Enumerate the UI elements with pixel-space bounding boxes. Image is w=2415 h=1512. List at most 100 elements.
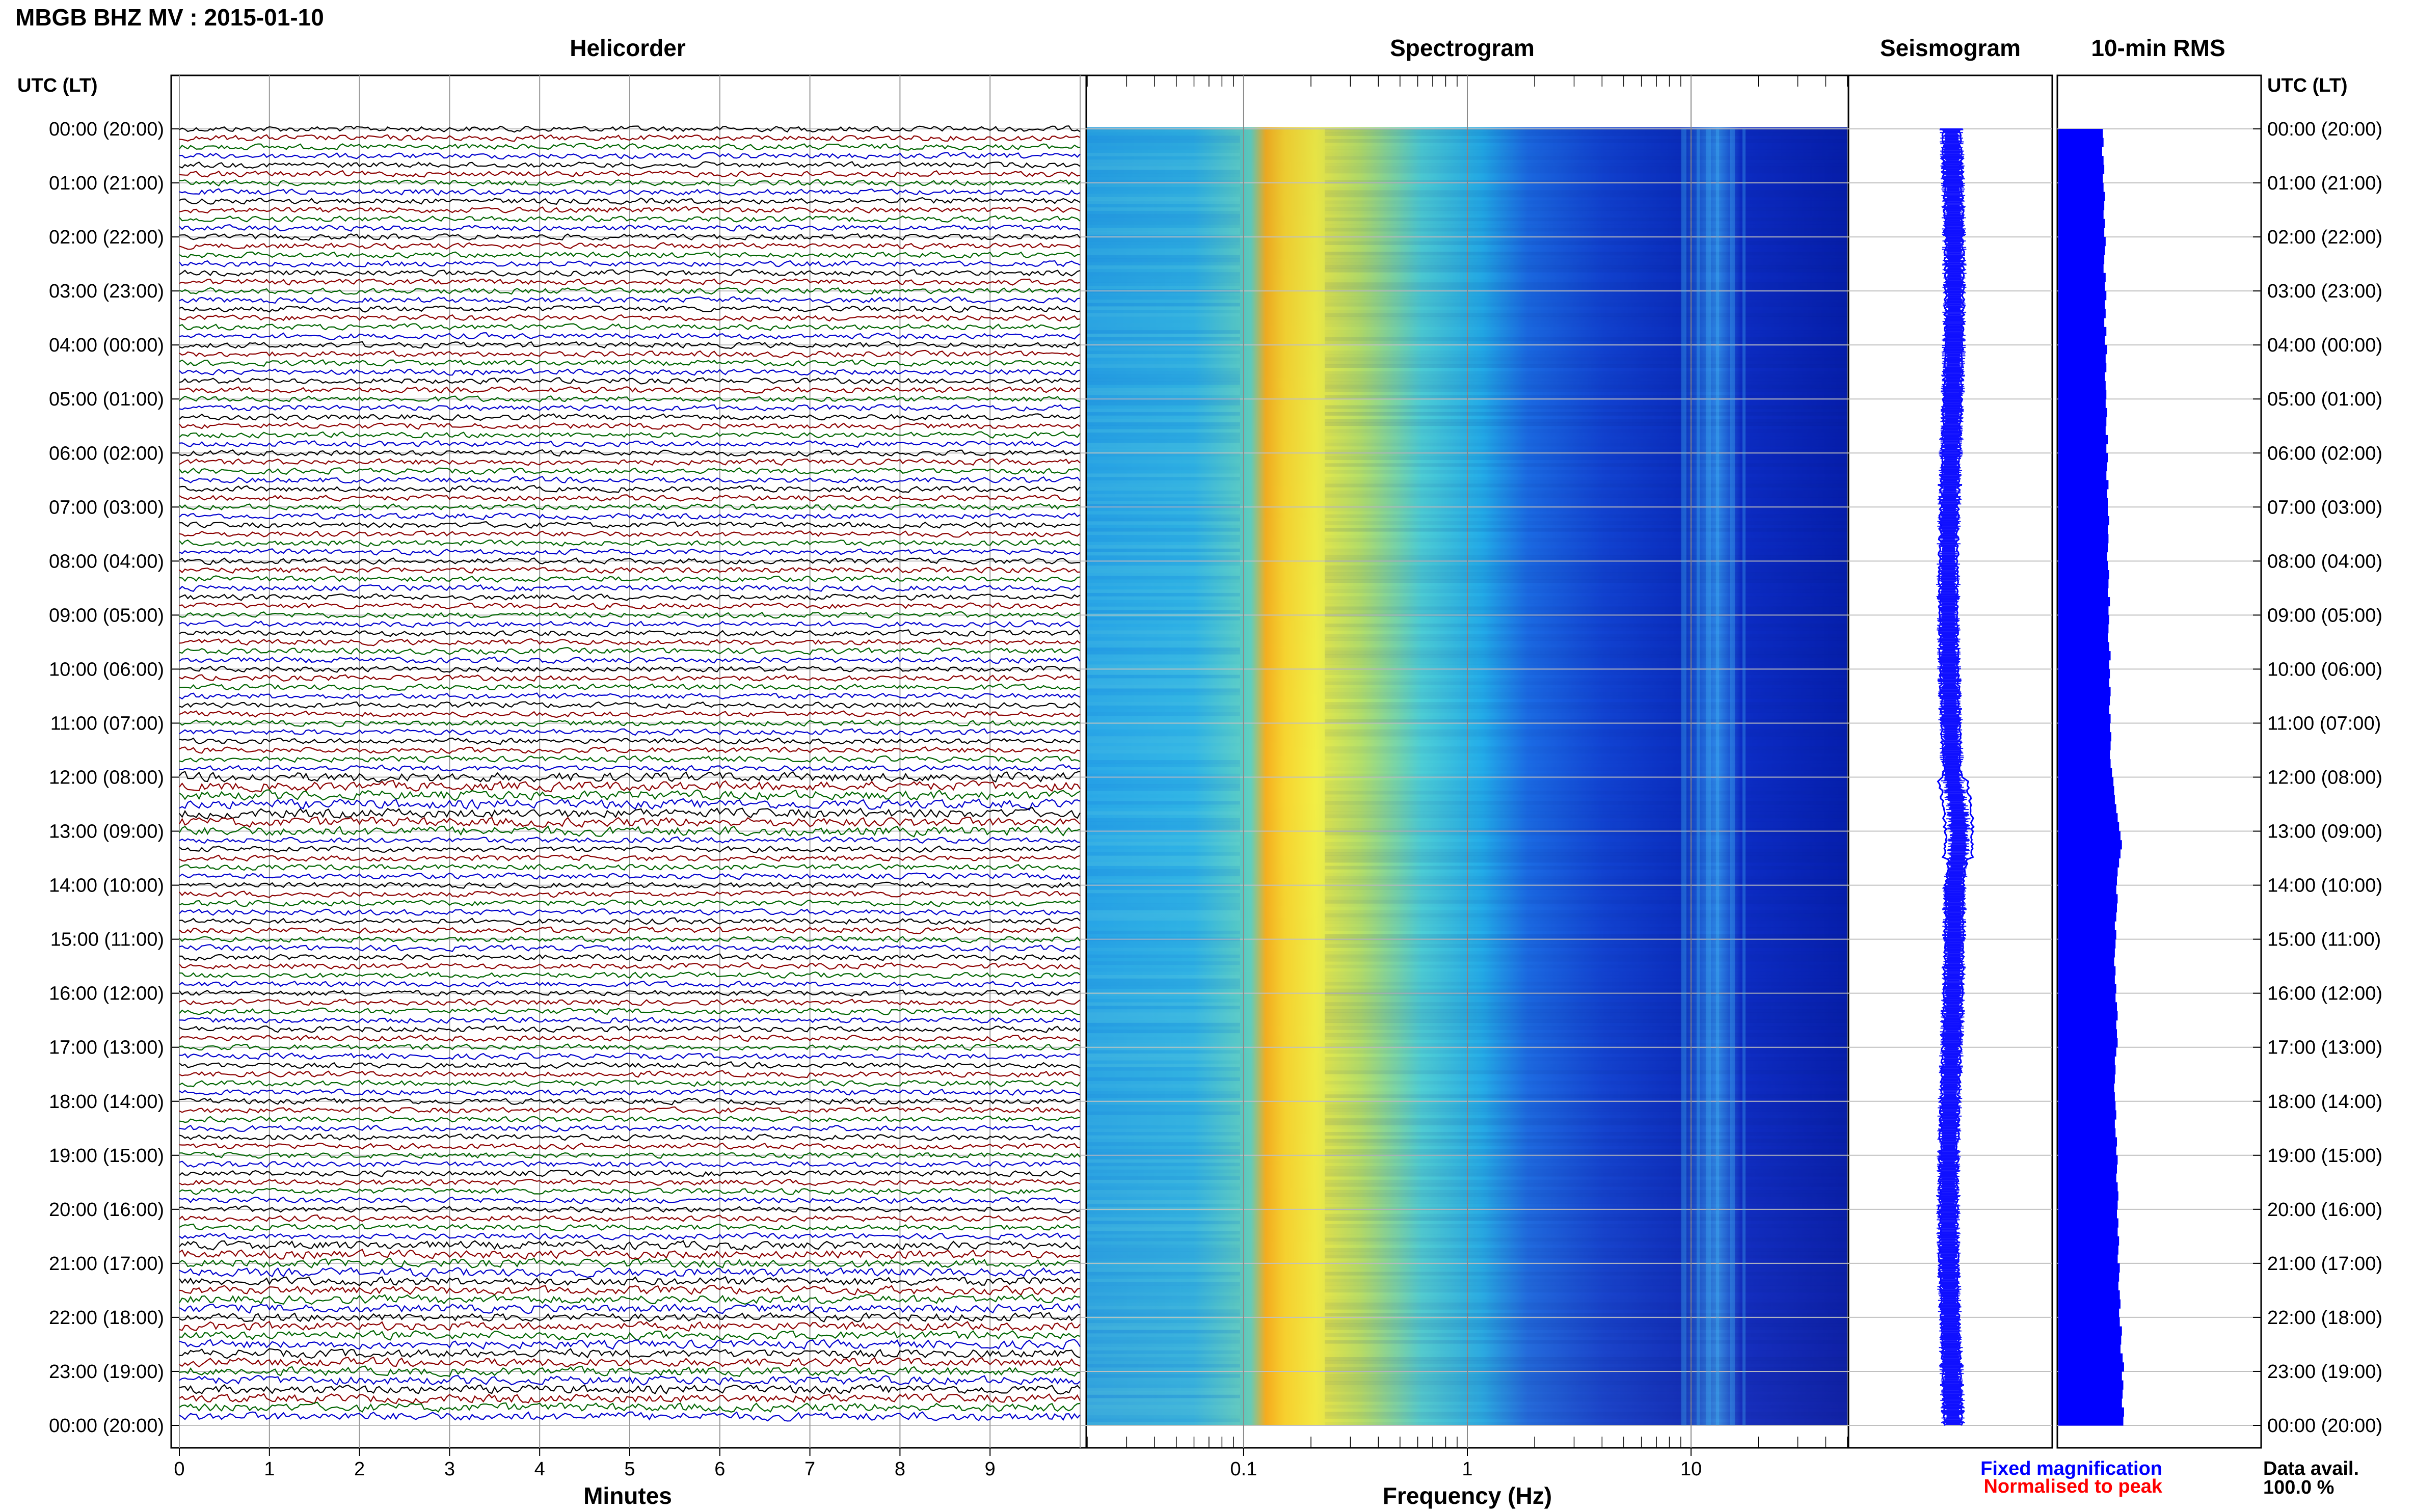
helicorder-trace [179,638,1081,646]
spectrogram-stripe [1087,1135,1240,1139]
rms-bar [2058,561,2108,571]
spectrogram-stripe [1087,784,1240,788]
helicorder-trace [179,1312,1081,1322]
spectrogram-stripe [1087,501,1240,505]
spectrogram-stripe [1325,644,1847,647]
rms-bar [2058,1083,2114,1093]
spectrogram-stripe [1087,1125,1240,1129]
helicorder-trace [179,998,1081,1006]
spectrogram-stripe [1087,1070,1240,1074]
spectrogram-stripe [1325,1275,1847,1279]
spectrogram-stripe [1325,521,1847,525]
rms-bar [2058,777,2114,787]
spectrogram-stripe [1325,1333,1847,1337]
spectrogram-stripe [1325,658,1847,662]
rms-bar [2058,174,2103,183]
spectrogram-stripe [1325,576,1847,580]
spectrogram-stripe [1087,463,1240,467]
helicorder-trace [179,935,1081,943]
spectrogram-stripe [1087,821,1240,825]
rms-bar [2058,1065,2116,1075]
minutes-tick-label: 8 [895,1459,905,1480]
seismogram-trace [1936,128,1975,1426]
spectrogram-stripe [1087,1337,1240,1340]
spectrogram-stripe [1325,749,1847,753]
spectrogram-stripe [1087,1163,1240,1167]
spectrogram-stripe [1087,921,1240,924]
helicorder-trace [179,602,1081,610]
spectrogram-stripe [1087,1245,1240,1248]
spectrogram-stripe [1325,221,1847,225]
spectrogram-stripe [1325,920,1847,924]
helicorder-trace [179,770,1081,783]
rms-bar [2058,1236,2119,1246]
helicorder-trace [179,710,1081,718]
spectrogram-stripe [1325,998,1847,1003]
spectrogram-stripe [1087,477,1240,481]
spectrogram-stripe [1325,381,1847,385]
spectrogram-stripe [1325,1067,1847,1071]
rms-bar [2058,1227,2118,1237]
helicorder-trace [179,305,1081,313]
spectrogram-stripe [1325,852,1847,856]
spectrogram-stripe [1087,180,1240,184]
spectrogram-stripe [1325,937,1847,941]
spectrogram-stripe [1087,1186,1240,1191]
spectrogram-stripe [1325,187,1847,191]
rms-bar [2058,813,2118,823]
spectrogram-stripe [1087,358,1240,361]
spectrogram-title: Spectrogram [1390,35,1535,61]
spectrogram-stripe [1087,1415,1240,1419]
spectrogram-stripe [1325,443,1847,447]
minutes-tick-label: 1 [264,1459,275,1480]
spectrogram-stripe [1087,545,1240,549]
rms-bar [2058,498,2108,507]
spectrogram-stripe [1325,753,1847,757]
helicorder-trace [179,1374,1081,1386]
spectrogram-stripe [1325,1006,1847,1010]
time-label-right: 07:00 (03:00) [2267,497,2382,518]
spectrogram-stripe [1325,572,1847,576]
spectrogram-stripe [1087,429,1240,433]
helicorder-trace [179,1267,1081,1278]
spectrogram-stripe [1325,606,1847,610]
spectrogram-stripe [1325,542,1847,545]
spectrogram-stripe [1325,740,1847,743]
helicorder-trace [179,548,1081,556]
helicorder-trace [179,332,1081,340]
helicorder-trace [179,404,1081,412]
spectrogram-stripe [1325,640,1847,644]
rms-bar [2058,1038,2118,1048]
rms-bar [2058,903,2117,913]
spectrogram-stripe [1325,1166,1847,1170]
spectrogram-stripe [1325,685,1847,689]
spectrogram-band [1742,129,1746,1425]
spectrogram-stripe [1325,736,1847,740]
spectrogram-stripe [1325,412,1847,416]
spectrogram-stripe [1325,1391,1847,1395]
spectrogram-stripe [1087,948,1240,952]
spectrogram-stripe [1087,480,1240,484]
spectrogram-stripe [1325,1405,1847,1409]
spectrogram-stripe [1087,555,1240,559]
spectrogram-stripe [1325,1419,1847,1422]
helicorder-trace [179,422,1081,430]
spectrogram-stripe [1087,176,1240,180]
helicorder-trace [179,1116,1081,1123]
spectrogram-stripe [1325,617,1847,620]
spectrogram-stripe [1087,1019,1240,1023]
spectrogram-stripe [1087,1371,1240,1374]
spectrogram-stripe [1325,190,1847,194]
rms-bar [2058,849,2121,859]
spectrogram-stripe [1087,1354,1240,1358]
rms-bar [2058,390,2107,399]
rms-bar [2058,1299,2121,1309]
rms-bar [2058,921,2115,931]
helicorder-trace [179,1348,1081,1359]
spectrogram-stripe [1325,917,1847,921]
spectrogram-stripe [1087,1319,1240,1324]
spectrogram-stripe [1325,402,1847,406]
legend-fixed-magnification: Fixed magnification [1980,1458,2162,1479]
spectrogram-stripe [1087,224,1240,228]
rms-bar [2058,786,2114,796]
